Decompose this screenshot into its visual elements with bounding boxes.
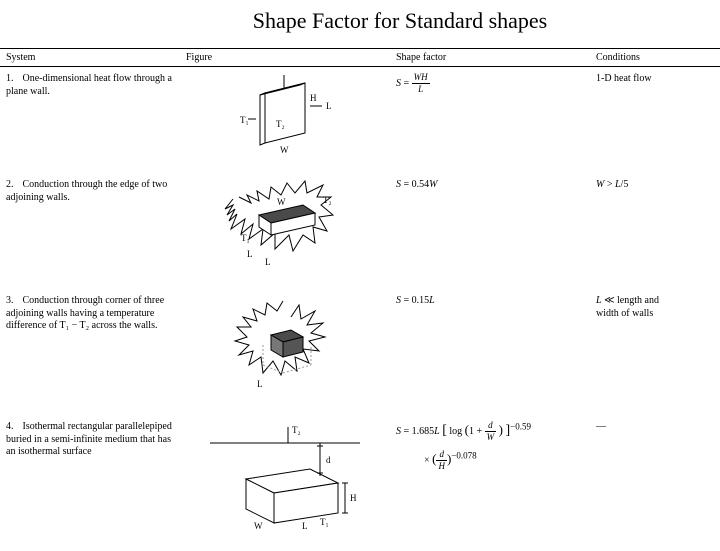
table-row: 1. One-dimensional heat flow through a p… bbox=[0, 67, 720, 174]
figure-plane-wall: T₁ T₂ H L W bbox=[210, 73, 360, 163]
shape-factor-cell: S = WHL bbox=[390, 67, 590, 174]
label-d: d bbox=[326, 455, 331, 465]
label-W: W bbox=[277, 197, 286, 207]
label-T1: T₁ bbox=[240, 115, 249, 125]
label-T1: T₁ bbox=[320, 517, 329, 527]
th-shapefactor: Shape factor bbox=[390, 49, 590, 67]
figure-edge-walls: W T₂ T₁ L L bbox=[205, 179, 365, 279]
th-system: System bbox=[0, 49, 180, 67]
row-number: 1. bbox=[6, 73, 20, 86]
table-row: 4. Isothermal rectangular parallelepiped… bbox=[0, 415, 720, 551]
figure-corner-walls: L bbox=[205, 295, 365, 405]
label-T2: T₂ bbox=[323, 195, 332, 205]
figure-buried-box: T₂ d H W L T₁ bbox=[200, 421, 370, 541]
label-T1: T₁ bbox=[241, 233, 250, 243]
system-text: One-dimensional heat flow through a plan… bbox=[6, 73, 172, 97]
row-number: 3. bbox=[6, 295, 20, 308]
system-text: Isothermal rectangular parallelepiped bu… bbox=[6, 421, 172, 457]
shape-factor-cell: S = 1.685L [ log (1 + dW ) ]−0.59 × (dH)… bbox=[390, 415, 590, 551]
label-W: W bbox=[254, 521, 263, 531]
system-text: Conduction through corner of three adjoi… bbox=[6, 295, 164, 331]
label-T2: T₂ bbox=[276, 119, 285, 129]
label-L: L bbox=[302, 521, 308, 531]
system-text: Conduction through the edge of two adjoi… bbox=[6, 179, 167, 203]
page-title: Shape Factor for Standard shapes bbox=[0, 0, 720, 48]
row-number: 2. bbox=[6, 179, 20, 192]
label-L: L bbox=[247, 249, 253, 259]
conditions-cell: L ≪ length andwidth of walls bbox=[590, 289, 720, 415]
th-conditions: Conditions bbox=[590, 49, 720, 67]
table-row: 3. Conduction through corner of three ad… bbox=[0, 289, 720, 415]
label-L: L bbox=[257, 379, 263, 389]
row-number: 4. bbox=[6, 421, 20, 434]
label-H: H bbox=[350, 493, 357, 503]
label-T2: T₂ bbox=[292, 425, 301, 435]
shape-factor-cell: S = 0.54W bbox=[390, 173, 590, 289]
label-H: H bbox=[310, 93, 317, 103]
shape-factor-table: System Figure Shape factor Conditions 1.… bbox=[0, 48, 720, 551]
shape-factor-cell: S = 0.15L bbox=[390, 289, 590, 415]
table-row: 2. Conduction through the edge of two ad… bbox=[0, 173, 720, 289]
conditions-cell: — bbox=[590, 415, 720, 551]
th-figure: Figure bbox=[180, 49, 390, 67]
label-W: W bbox=[280, 145, 289, 155]
conditions-cell: W > L/5 bbox=[590, 173, 720, 289]
label-L: L bbox=[265, 257, 271, 267]
label-L: L bbox=[326, 101, 332, 111]
conditions-cell: 1-D heat flow bbox=[590, 67, 720, 174]
